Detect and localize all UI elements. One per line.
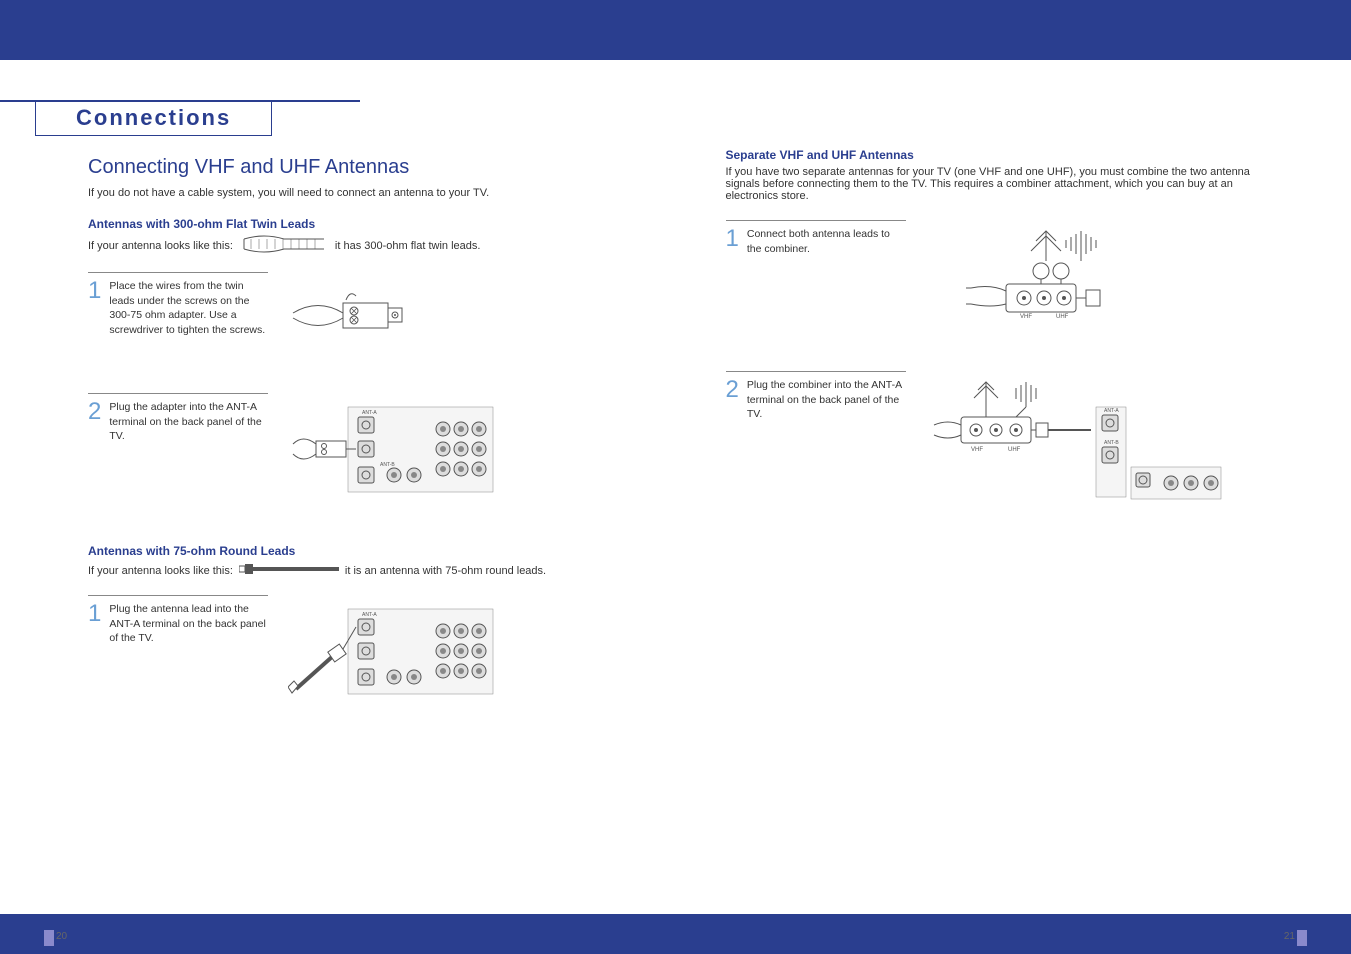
twin-lead-icon: [239, 235, 329, 256]
tv-back-panel-diagram: ANT-A ANT-B: [288, 393, 626, 504]
step-r-2: 2 Plug the combiner into the ANT-A termi…: [726, 371, 1302, 512]
svg-text:ANT-A: ANT-A: [362, 410, 377, 416]
page-number-left: 20: [56, 931, 67, 942]
step-1-1: 1 Place the wires from the twin leads un…: [88, 272, 626, 353]
svg-text:ANT-A: ANT-A: [362, 612, 377, 618]
page-tab-left: [44, 930, 54, 946]
content-area: Connections Connecting VHF and UHF Anten…: [0, 60, 1351, 914]
tv-back-panel-diagram-2: ANT-A: [288, 595, 626, 706]
note-prefix: If your antenna looks like this:: [88, 565, 233, 577]
step-text: Place the wires from the twin leads unde…: [109, 279, 268, 353]
svg-text:ANT-B: ANT-B: [1104, 440, 1119, 446]
note-suffix: it has 300-ohm flat twin leads.: [335, 240, 481, 252]
step-r-1: 1 Connect both antenna leads to the comb…: [726, 220, 1302, 341]
main-heading: Connecting VHF and UHF Antennas: [88, 156, 626, 179]
intro-text: If you do not have a cable system, you w…: [88, 187, 626, 199]
svg-text:UHF: UHF: [1008, 447, 1021, 453]
step-text: Plug the adapter into the ANT-A terminal…: [109, 400, 268, 504]
note-75ohm: If your antenna looks like this: it is a…: [88, 562, 626, 579]
step-num: 2: [726, 378, 739, 512]
svg-text:ANT-A: ANT-A: [1104, 408, 1119, 414]
intro-text-right: If you have two separate antennas for yo…: [726, 166, 1286, 202]
svg-text:ANT-B: ANT-B: [380, 462, 395, 468]
page-left: Connections Connecting VHF and UHF Anten…: [0, 60, 676, 914]
svg-text:VHF: VHF: [971, 447, 983, 453]
page-tab-right: [1297, 930, 1307, 946]
bottom-band: [0, 914, 1351, 954]
combiner-diagram-1: VHF UHF: [926, 220, 1302, 341]
page-right: Separate VHF and UHF Antennas If you hav…: [676, 60, 1351, 914]
svg-text:UHF: UHF: [1056, 314, 1069, 320]
section-title: Connections: [76, 105, 231, 130]
step-num: 2: [88, 400, 101, 504]
combiner-diagram-2: VHF UHF ANT-A AN: [926, 371, 1302, 512]
step-text: Plug the combiner into the ANT-A termina…: [747, 378, 906, 512]
sub-heading-75ohm: Antennas with 75-ohm Round Leads: [88, 544, 626, 558]
note-suffix: it is an antenna with 75-ohm round leads…: [345, 565, 546, 577]
step-num: 1: [88, 602, 101, 706]
sub-heading-separate: Separate VHF and UHF Antennas: [726, 148, 1302, 162]
step-1-2: 2 Plug the adapter into the ANT-A termin…: [88, 393, 626, 504]
page-number-right: 21: [1284, 931, 1295, 942]
sub-heading-300ohm: Antennas with 300-ohm Flat Twin Leads: [88, 217, 626, 231]
note-prefix: If your antenna looks like this:: [88, 240, 233, 252]
note-300ohm: If your antenna looks like this: it has …: [88, 235, 626, 256]
step-2-1: 1 Plug the antenna lead into the ANT-A t…: [88, 595, 626, 706]
adapter-diagram: [288, 272, 626, 353]
step-text: Plug the antenna lead into the ANT-A ter…: [109, 602, 268, 706]
coax-lead-icon: [239, 562, 339, 579]
section-header: Connections: [0, 100, 626, 136]
step-num: 1: [88, 279, 101, 353]
step-num: 1: [726, 227, 739, 341]
step-text: Connect both antenna leads to the combin…: [747, 227, 906, 341]
top-band: [0, 0, 1351, 60]
svg-text:VHF: VHF: [1020, 314, 1032, 320]
